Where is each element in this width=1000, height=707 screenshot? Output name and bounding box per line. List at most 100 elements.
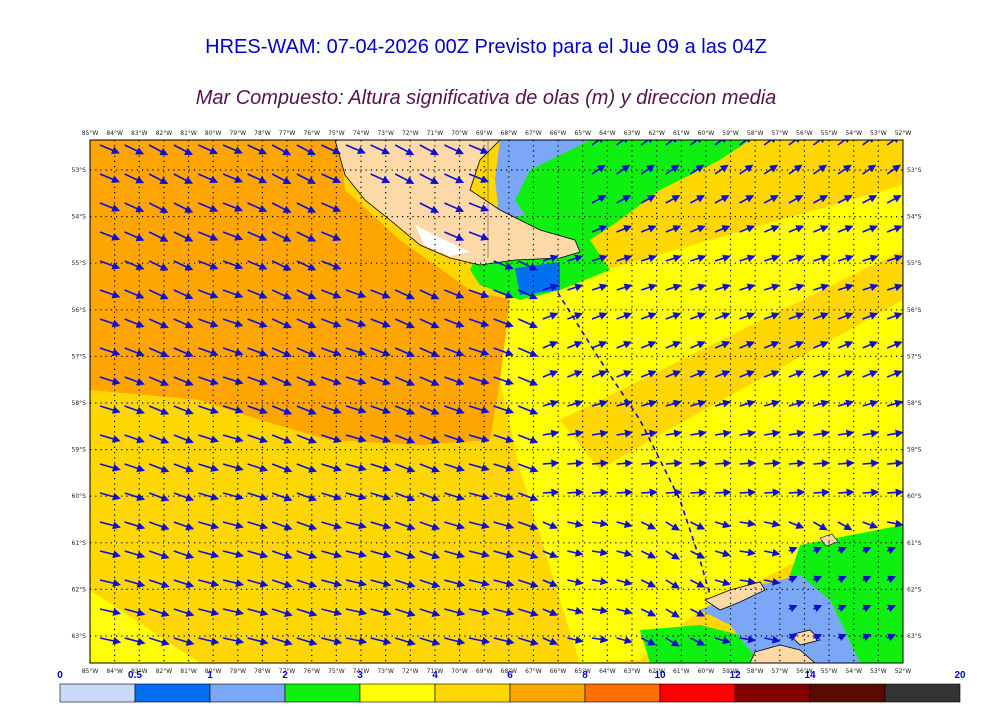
direction-arrow <box>788 312 805 320</box>
direction-arrow <box>862 340 878 349</box>
direction-arrow <box>616 283 633 292</box>
lon-tick-label: 59°W <box>722 668 739 675</box>
direction-arrow <box>345 463 367 472</box>
direction-arrow <box>862 140 876 146</box>
lon-tick-label: 61°W <box>673 668 690 675</box>
direction-arrow <box>714 520 731 529</box>
direction-arrow <box>345 434 367 443</box>
direction-arrow <box>616 195 632 204</box>
direction-arrow <box>690 283 707 292</box>
direction-arrow <box>813 488 830 497</box>
lon-tick-label: 69°W <box>476 668 493 675</box>
lat-labels-right: 53°S 54°S 55°S 56°S 57°S 58°S 59°S 60°S 61°S 62°S… <box>907 167 922 640</box>
direction-arrow <box>862 283 879 292</box>
direction-arrow <box>444 405 465 415</box>
colorbar-ticks: 0 0.5 1 2 3 4 6 8 10 12 14 20 <box>57 670 966 681</box>
direction-arrow <box>124 376 145 386</box>
direction-arrow <box>419 637 441 646</box>
direction-arrow <box>640 312 657 320</box>
direction-arrow <box>788 225 805 233</box>
lon-tick-label: 79°W <box>230 130 247 137</box>
lon-tick-label: 74°W <box>353 668 370 675</box>
direction-arrow <box>764 429 781 438</box>
direction-arrow <box>886 140 901 146</box>
direction-arrow <box>665 312 682 320</box>
direction-arrow <box>763 140 778 146</box>
direction-arrow <box>124 173 145 184</box>
direction-arrow <box>247 434 269 444</box>
direction-arrow <box>837 140 852 146</box>
direction-arrow <box>198 521 220 530</box>
direction-arrow <box>468 376 490 385</box>
direction-arrow <box>198 144 219 155</box>
direction-arrow <box>837 399 854 408</box>
lon-tick-label: 56°W <box>796 668 813 675</box>
direction-arrow <box>542 399 559 408</box>
direction-arrow <box>493 463 515 472</box>
lon-tick-label: 75°W <box>328 668 345 675</box>
direction-arrow <box>296 260 317 271</box>
direction-arrow <box>665 254 682 263</box>
lat-labels-left: 53°S 54°S 55°S 56°S 57°S 58°S 59°S 60°S 61°S 62°S… <box>72 167 87 640</box>
direction-arrow <box>124 608 146 617</box>
direction-arrow <box>714 225 731 233</box>
direction-arrow <box>739 225 756 233</box>
direction-arrow <box>640 140 655 146</box>
direction-arrow <box>124 434 146 444</box>
direction-arrow <box>493 608 515 617</box>
colorbar-tick-label: 4 <box>432 670 438 681</box>
direction-arrow <box>99 405 121 414</box>
direction-arrow <box>444 434 465 444</box>
direction-arrow <box>763 254 781 263</box>
lon-tick-label: 79°W <box>230 668 247 675</box>
direction-arrow <box>591 429 609 438</box>
direction-arrow <box>542 340 559 349</box>
lon-tick-label: 84°W <box>106 130 123 137</box>
direction-arrow <box>788 195 804 204</box>
lat-tick-label: 56°S <box>907 307 922 314</box>
direction-arrow <box>739 488 757 497</box>
direction-arrow <box>419 550 441 560</box>
direction-arrow <box>419 463 440 473</box>
direction-arrow <box>788 370 805 378</box>
direction-arrow <box>567 635 584 644</box>
lat-tick-label: 56°S <box>72 307 87 314</box>
direction-arrow <box>321 376 342 386</box>
direction-arrow <box>124 260 145 270</box>
direction-arrow <box>887 429 903 438</box>
lon-tick-label: 65°W <box>574 130 591 137</box>
direction-arrow <box>222 318 244 328</box>
direction-arrow <box>886 604 897 613</box>
direction-arrow <box>148 231 169 242</box>
direction-arrow <box>517 434 539 444</box>
direction-arrow <box>788 521 805 529</box>
direction-arrow <box>886 575 897 584</box>
direction-arrow <box>321 405 342 415</box>
lon-tick-label: 64°W <box>599 130 616 137</box>
direction-arrow <box>714 140 729 146</box>
colorbar-tick-label: 10 <box>654 670 666 681</box>
direction-arrow <box>247 579 269 588</box>
direction-arrow <box>419 492 441 502</box>
direction-arrow <box>271 376 293 387</box>
direction-arrow <box>517 550 539 560</box>
lat-tick-label: 60°S <box>907 493 922 500</box>
direction-arrow <box>148 173 169 185</box>
wave-region-0-5-1 <box>515 262 560 295</box>
lon-tick-label: 70°W <box>451 668 468 675</box>
direction-arrow <box>394 550 416 560</box>
direction-arrow <box>321 289 342 299</box>
direction-arrow <box>837 164 852 175</box>
direction-arrow <box>247 202 268 213</box>
direction-arrow <box>837 604 847 613</box>
lon-tick-label: 52°W <box>895 668 912 675</box>
colorbar-swatch <box>284 683 361 703</box>
direction-arrow <box>370 144 391 155</box>
lon-tick-label: 52°W <box>895 130 912 137</box>
direction-arrow <box>419 579 441 589</box>
direction-arrow <box>714 578 731 587</box>
direction-arrow <box>493 376 514 386</box>
direction-arrow <box>370 347 391 357</box>
direction-arrow <box>813 399 830 408</box>
direction-arrow <box>690 312 706 320</box>
